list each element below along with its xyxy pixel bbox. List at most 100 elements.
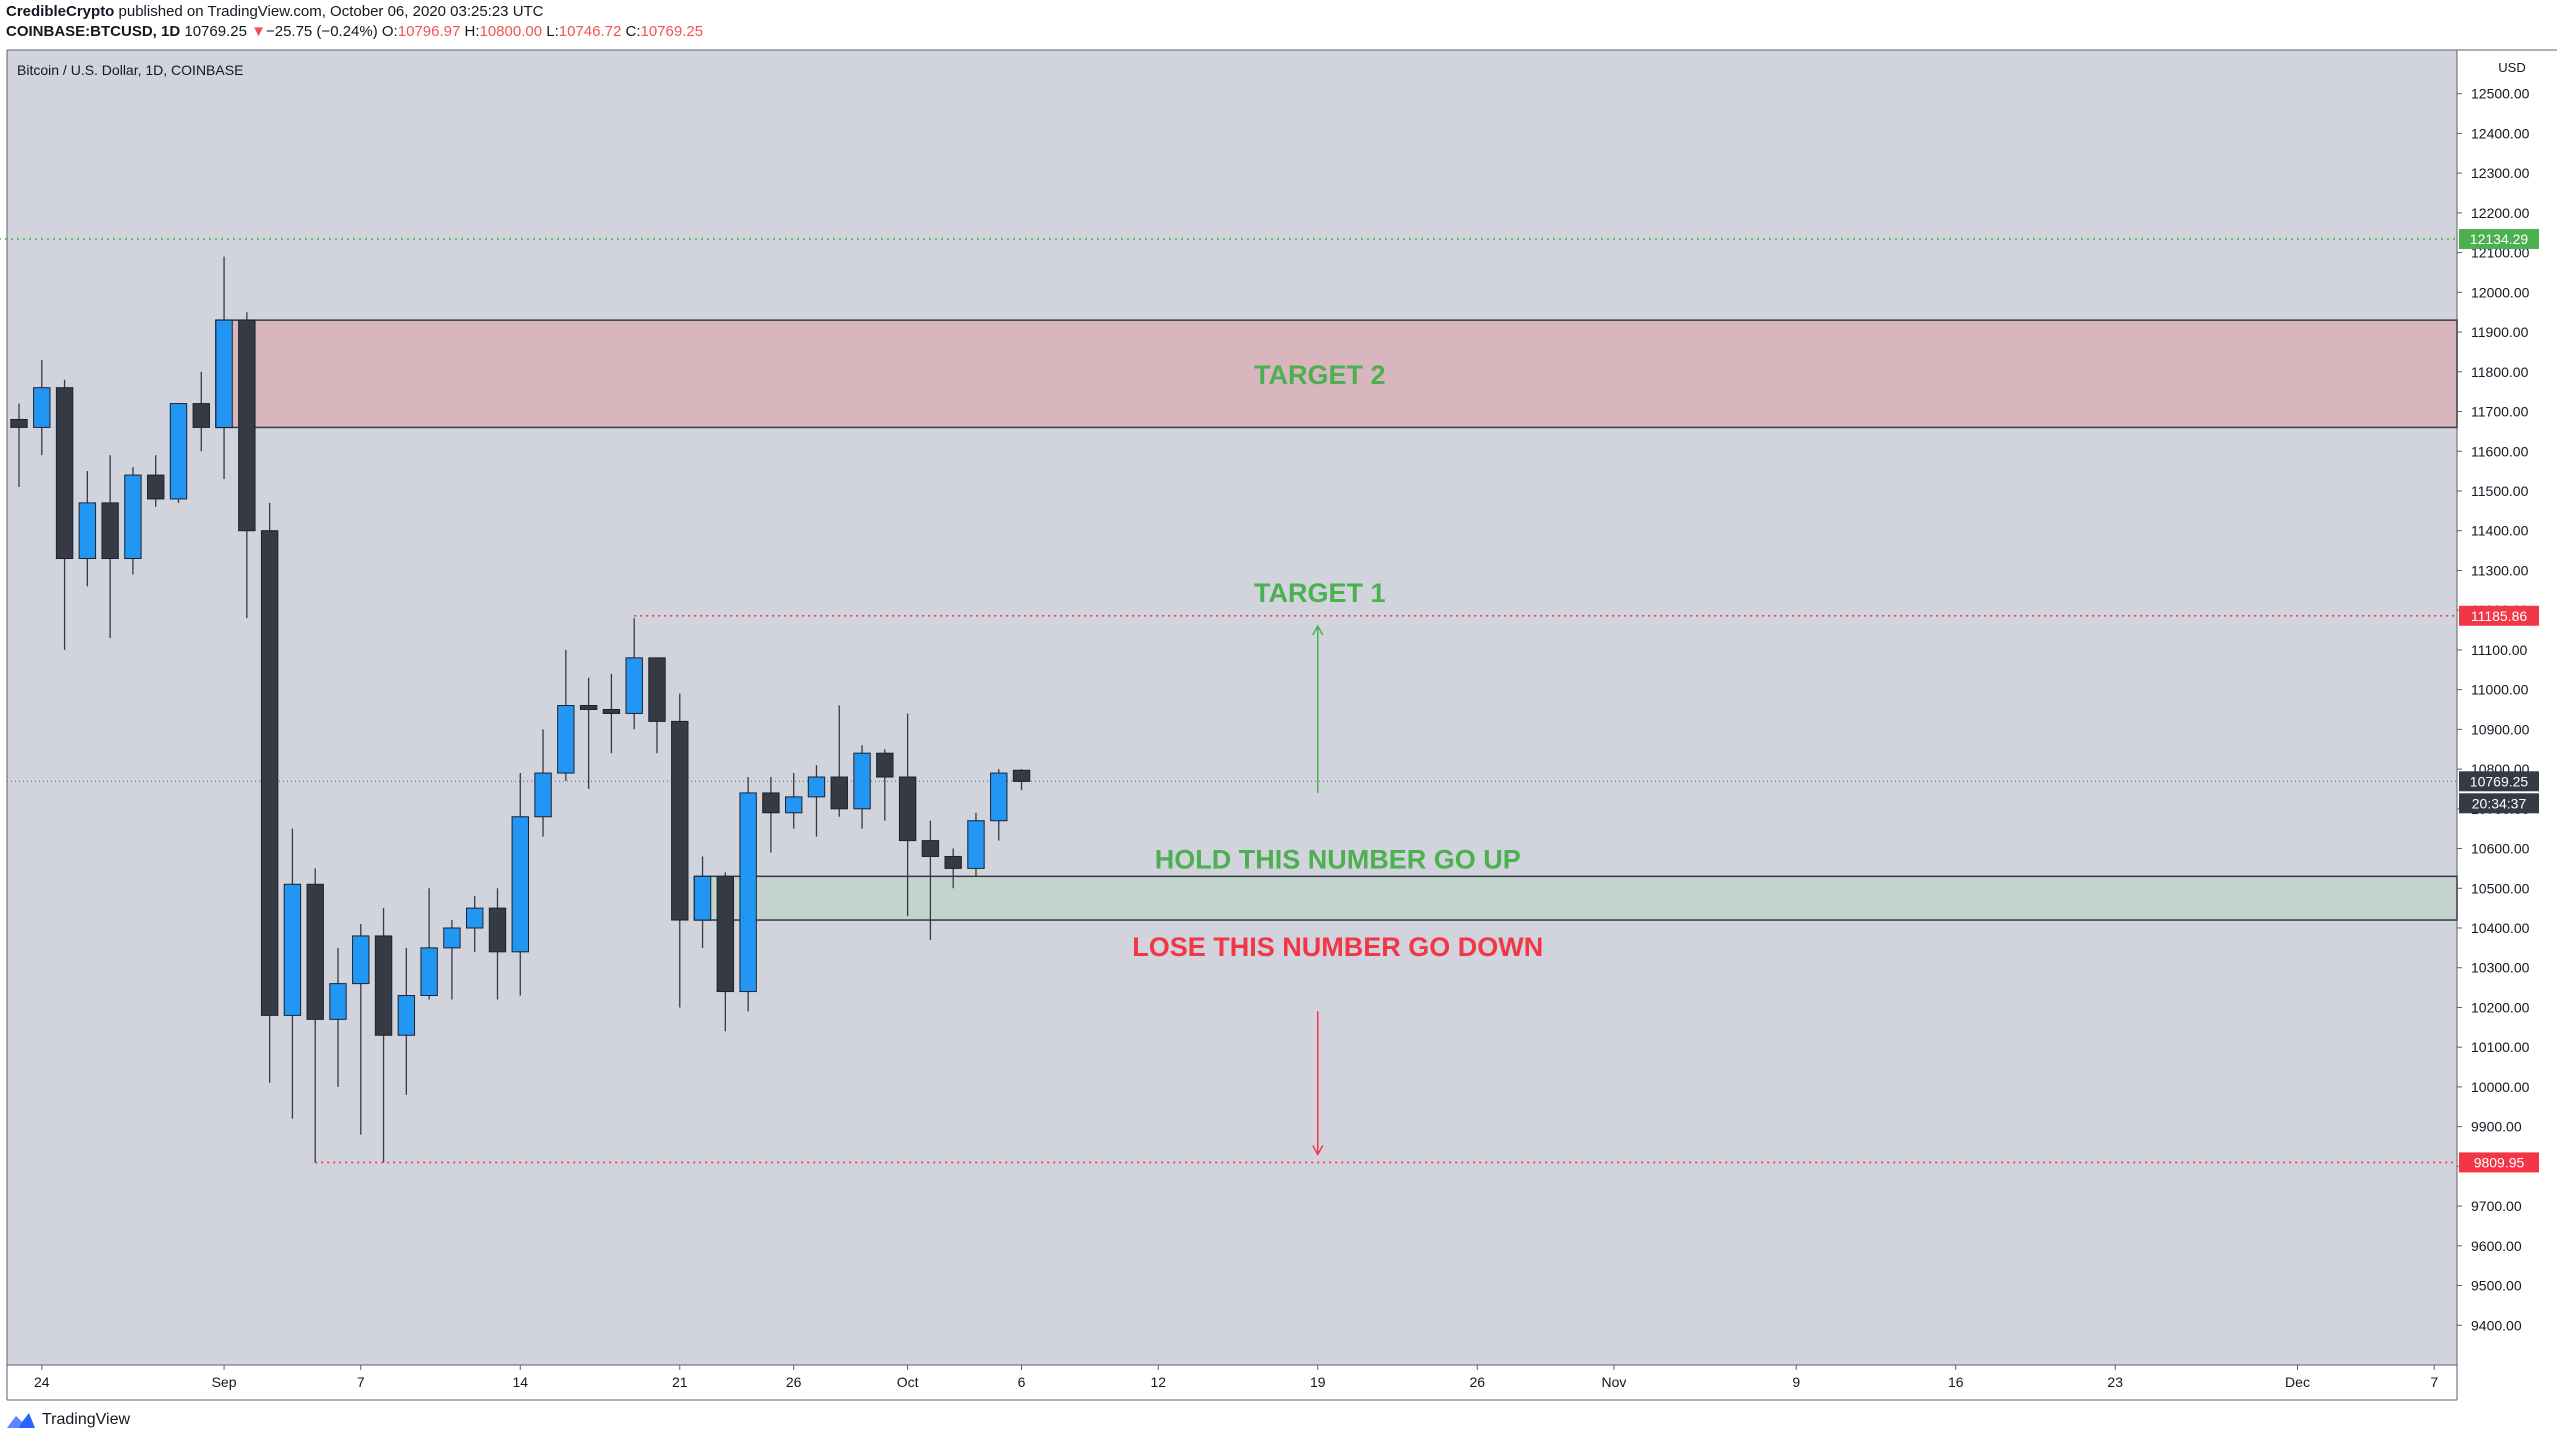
candle-body (557, 705, 575, 774)
candle-2020-09-23[interactable] (716, 872, 735, 1032)
y-tick-label: 10300.00 (2471, 960, 2530, 976)
candle-2020-09-19[interactable] (625, 618, 643, 730)
candle-2020-08-23[interactable] (10, 403, 28, 488)
candle-2020-09-09[interactable] (397, 947, 416, 1095)
open-label: O: (381, 23, 398, 40)
candle-2020-10-02[interactable] (921, 820, 940, 940)
candle-2020-09-16[interactable] (557, 649, 575, 781)
candle-2020-09-02[interactable] (238, 312, 256, 619)
price-tag-label: 11185.86 (2471, 608, 2528, 624)
candle-2020-08-26[interactable] (78, 471, 97, 587)
candle-2020-09-21[interactable] (671, 693, 689, 1008)
candle-2020-09-27[interactable] (807, 765, 826, 837)
y-tick-label: 9600.00 (2471, 1238, 2522, 1254)
candle-2020-09-08[interactable] (374, 908, 393, 1163)
candle-2020-09-18[interactable] (602, 673, 621, 754)
candle-2020-08-27[interactable] (101, 455, 119, 638)
candle-2020-08-28[interactable] (124, 467, 142, 575)
candle-body (671, 720, 689, 921)
y-tick-label: 9400.00 (2471, 1317, 2522, 1333)
y-tick-label: 12400.00 (2471, 125, 2530, 141)
y-tick-label: 11600.00 (2471, 443, 2529, 459)
published-info: published on TradingView.com, October 06… (118, 3, 544, 20)
candle-2020-09-14[interactable] (511, 773, 529, 996)
candle-2020-09-04[interactable] (283, 828, 302, 1119)
candle-body (306, 883, 324, 1020)
candle-2020-09-22[interactable] (693, 856, 712, 948)
x-tick-label: 26 (786, 1374, 802, 1390)
candle-2020-10-04[interactable] (967, 812, 985, 877)
candle-2020-09-13[interactable] (488, 888, 507, 1000)
candle-2020-09-15[interactable] (534, 729, 552, 837)
candle-2020-10-01[interactable] (898, 713, 917, 917)
y-tick-label: 11100.00 (2471, 642, 2528, 658)
candle-2020-09-11[interactable] (443, 920, 461, 1000)
candle-2020-09-10[interactable] (420, 888, 438, 1000)
candle-body (739, 792, 757, 993)
candle-body (101, 502, 119, 560)
y-tick-label: 11300.00 (2471, 562, 2529, 578)
candle-body (990, 772, 1008, 822)
candle-2020-09-28[interactable] (830, 705, 848, 817)
target-2-zone[interactable] (215, 319, 2458, 429)
y-tick-label: 9900.00 (2471, 1119, 2522, 1135)
candle-body (397, 995, 416, 1036)
hold-zone[interactable] (693, 875, 2458, 921)
candle-2020-09-06[interactable] (329, 947, 347, 1087)
candle-2020-09-29[interactable] (853, 745, 871, 829)
tradingview-footer[interactable]: TradingView (6, 1410, 130, 1430)
candle-body (921, 840, 940, 857)
x-tick-label: 19 (1310, 1374, 1326, 1390)
candle-body (807, 776, 826, 798)
close-label: C: (625, 23, 641, 40)
plot-area[interactable] (7, 50, 2457, 1365)
candle-body (1012, 769, 1031, 782)
price-axis[interactable] (2457, 50, 2557, 1365)
candle-2020-09-17[interactable] (579, 677, 598, 789)
candle-2020-09-01[interactable] (215, 256, 233, 480)
candle-2020-09-26[interactable] (784, 773, 803, 829)
up-arrow-head-icon (1312, 624, 1324, 636)
candle-2020-09-24[interactable] (739, 777, 757, 1012)
author-name[interactable]: CredibleCrypto (6, 3, 115, 20)
price-tag-11185.86 (2459, 605, 2539, 626)
candle-2020-08-24[interactable] (33, 359, 51, 456)
candle-body (944, 855, 962, 869)
candle-2020-08-29[interactable] (147, 455, 165, 507)
candle-body (488, 907, 507, 953)
y-tick-label: 10200.00 (2471, 999, 2530, 1015)
x-tick-label: Nov (1602, 1374, 1627, 1390)
candle-body (10, 418, 28, 428)
time-axis[interactable] (7, 1365, 2457, 1400)
candle-body (648, 657, 666, 722)
candle-2020-09-05[interactable] (306, 868, 324, 1163)
candle-2020-09-07[interactable] (352, 924, 370, 1135)
y-tick-label: 11500.00 (2471, 483, 2529, 499)
candle-2020-08-30[interactable] (169, 403, 188, 503)
candle-2020-08-31[interactable] (192, 371, 210, 452)
candle-body (784, 796, 803, 814)
candle-body (579, 705, 598, 710)
candle-2020-09-12[interactable] (465, 896, 484, 952)
candle-2020-10-03[interactable] (944, 848, 962, 889)
candle-2020-10-06[interactable] (1012, 769, 1031, 791)
y-tick-label: 10900.00 (2471, 721, 2530, 737)
target-1-label: TARGET 1 (1254, 578, 1386, 608)
candle-2020-10-05[interactable] (990, 769, 1008, 841)
x-tick-label: 23 (2107, 1374, 2123, 1390)
candle-2020-08-25[interactable] (55, 379, 74, 650)
symbol-label: COINBASE:BTCUSD, 1D (6, 23, 181, 40)
x-tick-label: 12 (1150, 1374, 1166, 1390)
x-tick-label: Sep (212, 1374, 237, 1390)
x-tick-label: Oct (897, 1374, 919, 1390)
candle-2020-09-20[interactable] (648, 657, 666, 754)
y-tick-label: 12500.00 (2471, 86, 2530, 102)
y-tick-label: 12200.00 (2471, 205, 2530, 221)
x-tick-label: 9 (1792, 1374, 1800, 1390)
y-tick-label: 10000.00 (2471, 1079, 2530, 1095)
price-tag-label: 12134.29 (2470, 231, 2529, 247)
candle-2020-09-03[interactable] (260, 502, 279, 1083)
candle-2020-09-30[interactable] (876, 749, 894, 821)
candle-2020-09-25[interactable] (762, 777, 780, 853)
